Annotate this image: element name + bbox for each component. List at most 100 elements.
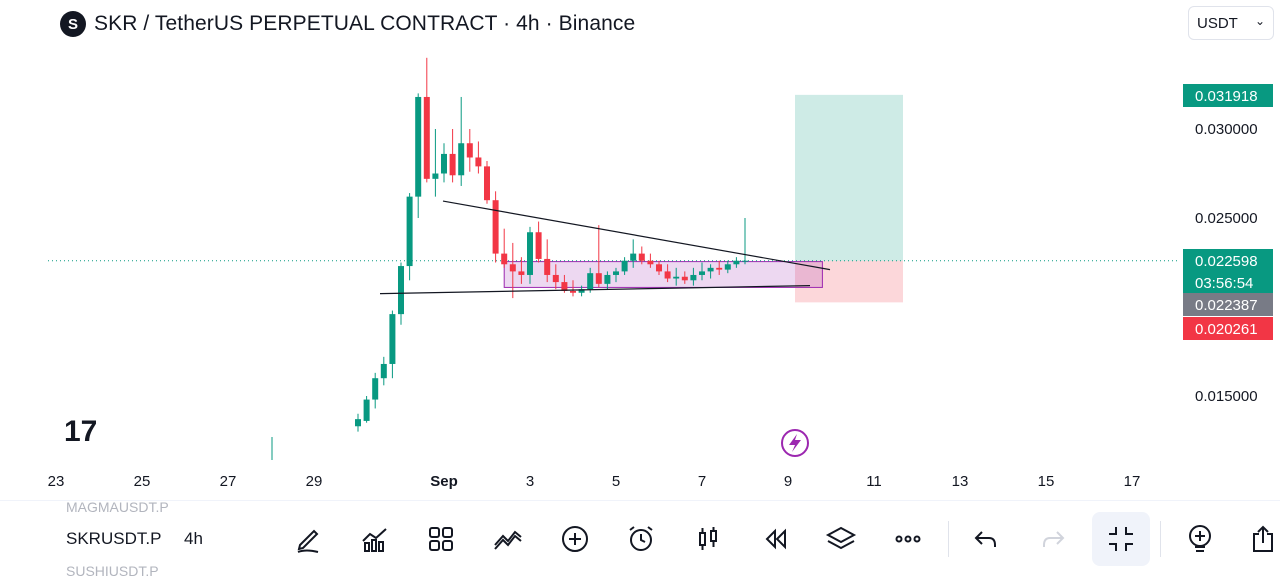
x-tick-label: 29 (306, 473, 323, 490)
candle (673, 267, 680, 286)
undo-icon[interactable] (968, 521, 1004, 557)
chevron-down-icon: ⌄ (1254, 14, 1265, 28)
symbol-next[interactable]: SUSHIUSDT.P (66, 563, 159, 579)
candle (552, 264, 559, 290)
candle-body (742, 260, 748, 262)
candle (544, 239, 551, 283)
add-object-icon[interactable] (1182, 521, 1218, 557)
candle-body (518, 271, 525, 275)
candle-body (432, 173, 439, 179)
candle (518, 257, 525, 284)
more-icon[interactable] (890, 521, 926, 557)
position-target-zone (795, 94, 903, 261)
chart-canvas[interactable]: 0.030000 0.025000 0.015000 0.031918 0.022598… (0, 0, 1280, 500)
candle-body (664, 271, 671, 279)
price-tag-label: 0.022387 (1195, 297, 1258, 314)
candle-body (423, 96, 430, 179)
tradingview-logo: 17 (64, 415, 97, 448)
candle (595, 225, 602, 288)
share-icon[interactable] (1245, 521, 1280, 557)
candle-body (535, 232, 542, 259)
layers-icon[interactable] (823, 521, 859, 557)
add-icon[interactable] (557, 521, 593, 557)
candle-body (449, 153, 456, 176)
candle (501, 228, 508, 268)
fullscreen-exit-button[interactable] (1092, 512, 1150, 566)
candle (604, 271, 611, 290)
candle (423, 57, 430, 183)
trendline-lower (379, 285, 811, 295)
candle-body (690, 274, 697, 281)
symbol-name[interactable]: SKRUSDT.P (66, 529, 162, 548)
candle-body (380, 363, 387, 379)
candle (699, 262, 705, 281)
x-tick-label: 23 (48, 473, 65, 490)
candle-body (372, 378, 379, 400)
compare-icon[interactable] (490, 521, 526, 557)
x-tick-label: 27 (220, 473, 237, 490)
fullscreen-exit-icon[interactable] (1103, 521, 1139, 557)
alarm-icon[interactable] (623, 521, 659, 557)
x-tick-label: 17 (1124, 473, 1141, 490)
candle-body (656, 264, 662, 272)
lightning-icon (781, 429, 809, 457)
candle-body (561, 282, 568, 291)
candle (535, 221, 542, 263)
replay-icon[interactable] (757, 521, 793, 557)
position-stop-zone (795, 260, 903, 303)
candles-icon[interactable] (690, 521, 726, 557)
interval-button[interactable]: 4h (184, 529, 203, 548)
candle-body (475, 157, 482, 167)
candle (380, 356, 387, 386)
candle (681, 271, 688, 284)
symbol-logo: S (60, 11, 86, 37)
candle-body (621, 260, 628, 272)
pencil-icon[interactable] (290, 521, 326, 557)
candle (466, 129, 473, 172)
candle (578, 285, 585, 297)
x-tick-label: 25 (134, 473, 151, 490)
x-tick-label: Sep (430, 473, 458, 490)
candle-body (578, 289, 585, 293)
candle-body (552, 274, 559, 283)
candle-body (363, 399, 370, 421)
y-tick-label: 0.025000 (1195, 210, 1258, 227)
candle-body (699, 271, 705, 275)
toolbar-divider (1160, 521, 1161, 557)
candle (724, 260, 731, 274)
candle (630, 239, 637, 268)
candle (492, 191, 499, 263)
candle-body (466, 143, 473, 158)
candle (742, 218, 748, 265)
candle (475, 141, 482, 174)
redo-icon[interactable] (1035, 521, 1071, 557)
symbol-prev[interactable]: MAGMAUSDT.P (66, 499, 169, 515)
candle (587, 267, 594, 293)
candle-body (638, 253, 645, 261)
candle-body (604, 274, 611, 284)
price-tag-label: 0.020261 (1195, 321, 1258, 338)
candle-body (681, 276, 688, 281)
price-tag: 0.031918 (1183, 84, 1273, 107)
chart-title[interactable]: SKR / TetherUS PERPETUAL CONTRACT · 4h ·… (94, 12, 636, 35)
candle (389, 310, 396, 379)
y-tick-label: 0.015000 (1195, 388, 1258, 405)
price-tag: 0.022598 (1183, 249, 1273, 295)
candle-body (716, 267, 723, 270)
price-tag-bg (1183, 293, 1273, 316)
currency-select[interactable]: USDT ⌄ (1188, 6, 1274, 40)
indicators-icon[interactable] (357, 521, 393, 557)
grid-icon[interactable] (423, 521, 459, 557)
candle-body (398, 266, 404, 315)
candle (509, 242, 516, 299)
currency-value: USDT (1197, 14, 1238, 32)
candle-body (406, 196, 413, 267)
toolbar-divider (948, 521, 949, 557)
candle (664, 264, 671, 283)
candle-body (570, 290, 576, 293)
candle (733, 257, 740, 268)
candle-body (724, 264, 731, 270)
candle (449, 129, 456, 183)
price-tag: 03:56:54 (1195, 275, 1253, 292)
candle (441, 143, 447, 183)
